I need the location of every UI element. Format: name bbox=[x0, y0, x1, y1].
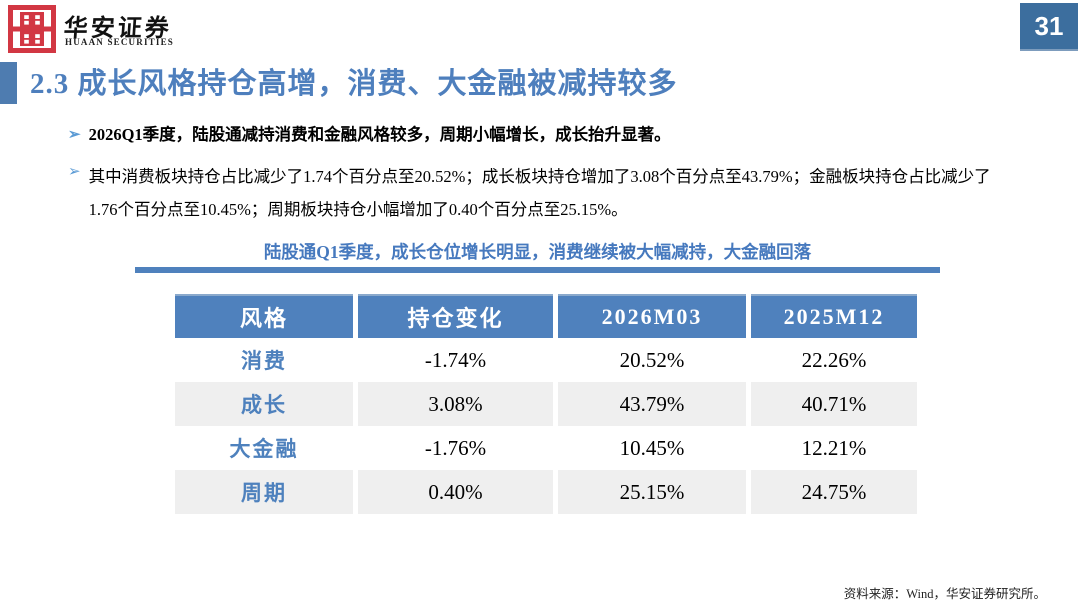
styles-holding-table: 风格 持仓变化 2026M03 2025M12 消费 -1.74% 20.52%… bbox=[175, 294, 917, 514]
arrow-bullet-icon: ➢ bbox=[68, 164, 81, 180]
value-cell: 12.21% bbox=[801, 435, 867, 460]
bullet-text: 2026Q1季度，陆股通减持消费和金融风格较多，周期小幅增长，成长抬升显著。 bbox=[88, 125, 671, 144]
value-cell: 43.79% bbox=[558, 382, 746, 426]
value-cell: 25.15% bbox=[558, 470, 746, 514]
style-cell: 大金融 bbox=[229, 437, 299, 461]
style-cell: 消费 bbox=[241, 349, 287, 373]
value-cell: -1.76% bbox=[424, 435, 487, 460]
column-header-2025m12: 2025M12 bbox=[751, 294, 917, 338]
value-cell: 10.45% bbox=[619, 435, 685, 460]
huaan-securities-logo-icon bbox=[8, 5, 56, 53]
column-header-change: 持仓变化 bbox=[358, 294, 553, 338]
value-cell: -1.74% bbox=[424, 347, 487, 372]
source-note: 资料来源：Wind，华安证券研究所。 bbox=[843, 587, 1046, 601]
table-title-rule bbox=[135, 267, 940, 273]
style-cell: 周期 bbox=[175, 470, 353, 514]
column-header-2026m03: 2026M03 bbox=[558, 294, 746, 338]
table-title: 陆股通Q1季度，成长仓位增长明显，消费继续被大幅减持，大金融回落 bbox=[263, 242, 812, 262]
style-cell: 成长 bbox=[175, 382, 353, 426]
value-cell: 20.52% bbox=[619, 347, 685, 372]
value-cell: 3.08% bbox=[358, 382, 553, 426]
column-header-style: 风格 bbox=[175, 294, 353, 338]
value-cell: 22.26% bbox=[801, 347, 867, 372]
value-cell: 24.75% bbox=[751, 470, 917, 514]
arrow-bullet-icon: ➢ bbox=[68, 127, 81, 143]
title-accent-bar bbox=[0, 62, 17, 104]
bullet-text: 其中消费板块持仓占比减少了1.74个百分点至20.52%；成长板块持仓增加了3.… bbox=[88, 167, 991, 219]
bullet-point: ➢ 其中消费板块持仓占比减少了1.74个百分点至20.52%；成长板块持仓增加了… bbox=[68, 160, 998, 226]
bullet-point: ➢ 2026Q1季度，陆股通减持消费和金融风格较多，周期小幅增长，成长抬升显著。 bbox=[68, 123, 1008, 147]
value-cell: 0.40% bbox=[358, 470, 553, 514]
page-title: 2.3 成长风格持仓高增，消费、大金融被减持较多 bbox=[30, 68, 678, 100]
brand-name-en: HUAAN SECURITIES bbox=[65, 37, 174, 47]
value-cell: 40.71% bbox=[751, 382, 917, 426]
page-number-badge: 31 bbox=[1020, 3, 1078, 51]
